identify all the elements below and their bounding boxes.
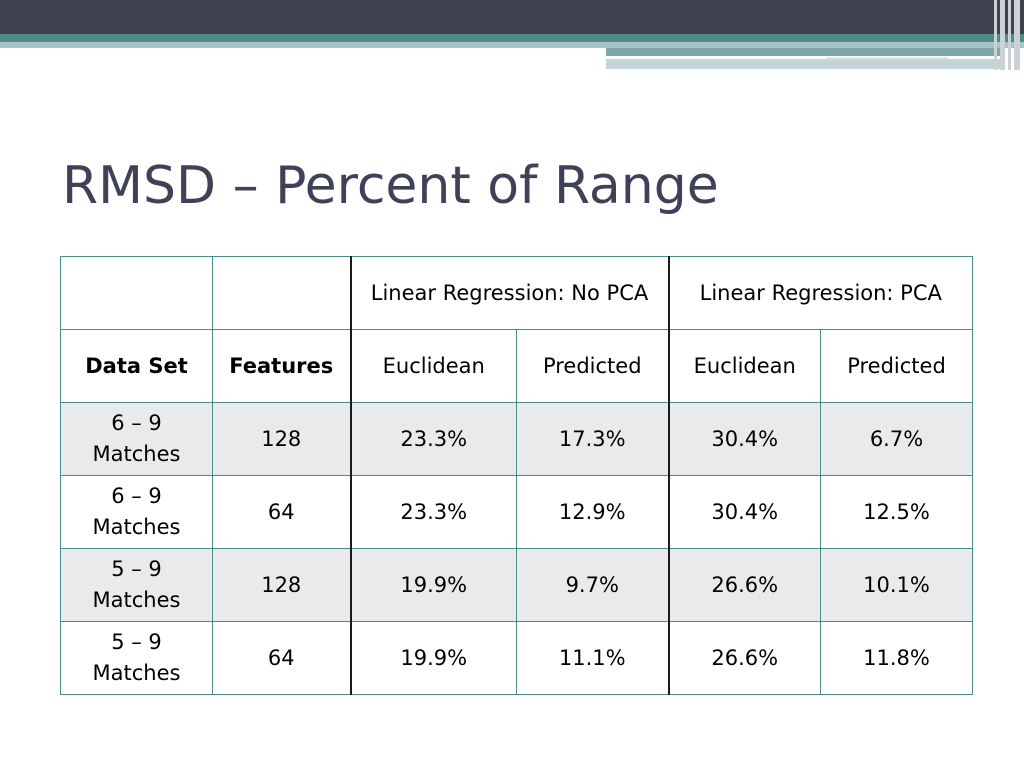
cell-value: 26.6% — [667, 548, 821, 622]
cell-value: 19.9% — [349, 621, 517, 695]
column-header-features: Features — [212, 329, 351, 403]
decor-strip — [606, 56, 1001, 59]
results-table: Linear Regression: No PCA Linear Regress… — [60, 256, 973, 695]
decor-strip — [826, 57, 948, 59]
cell-features: 128 — [212, 548, 351, 622]
group-header-row: Linear Regression: No PCA Linear Regress… — [60, 256, 973, 330]
group-header-cell — [60, 256, 213, 330]
top-banner — [0, 0, 1024, 34]
column-header-predicted: Predicted — [820, 329, 973, 403]
group-header-pca: Linear Regression: PCA — [667, 256, 973, 330]
cell-value: 12.9% — [516, 475, 669, 549]
cell-value: 26.6% — [667, 621, 821, 695]
cell-features: 128 — [212, 402, 351, 476]
cell-value: 19.9% — [349, 548, 517, 622]
group-header-cell — [212, 256, 351, 330]
cell-data-set: 6 – 9 Matches — [60, 475, 213, 549]
column-header-euclidean: Euclidean — [349, 329, 517, 403]
column-header-data-set: Data Set — [60, 329, 213, 403]
slide-title: RMSD – Percent of Range — [62, 156, 719, 216]
cell-value: 30.4% — [667, 402, 821, 476]
decor-strip — [606, 59, 1001, 69]
cell-value: 23.3% — [349, 402, 517, 476]
decor-vertical-bars — [990, 0, 1024, 70]
cell-value: 23.3% — [349, 475, 517, 549]
table-row: 6 – 9 Matches 64 23.3% 12.9% 30.4% 12.5% — [60, 475, 973, 549]
accent-stripe-light — [0, 42, 1024, 48]
group-header-no-pca: Linear Regression: No PCA — [349, 256, 669, 330]
cell-value: 17.3% — [516, 402, 669, 476]
cell-value: 12.5% — [820, 475, 973, 549]
column-header-euclidean: Euclidean — [667, 329, 821, 403]
cell-value: 11.1% — [516, 621, 669, 695]
table-row: 5 – 9 Matches 128 19.9% 9.7% 26.6% 10.1% — [60, 548, 973, 622]
cell-data-set: 5 – 9 Matches — [60, 621, 213, 695]
decor-strip — [606, 48, 1001, 56]
table-row: 5 – 9 Matches 64 19.9% 11.1% 26.6% 11.8% — [60, 621, 973, 695]
cell-value: 30.4% — [667, 475, 821, 549]
cell-value: 10.1% — [820, 548, 973, 622]
accent-stripe — [0, 34, 1024, 42]
cell-value: 11.8% — [820, 621, 973, 695]
cell-value: 6.7% — [820, 402, 973, 476]
column-header-predicted: Predicted — [516, 329, 669, 403]
cell-data-set: 5 – 9 Matches — [60, 548, 213, 622]
cell-features: 64 — [212, 475, 351, 549]
cell-features: 64 — [212, 621, 351, 695]
column-header-row: Data Set Features Euclidean Predicted Eu… — [60, 329, 973, 403]
cell-value: 9.7% — [516, 548, 669, 622]
cell-data-set: 6 – 9 Matches — [60, 402, 213, 476]
table-row: 6 – 9 Matches 128 23.3% 17.3% 30.4% 6.7% — [60, 402, 973, 476]
